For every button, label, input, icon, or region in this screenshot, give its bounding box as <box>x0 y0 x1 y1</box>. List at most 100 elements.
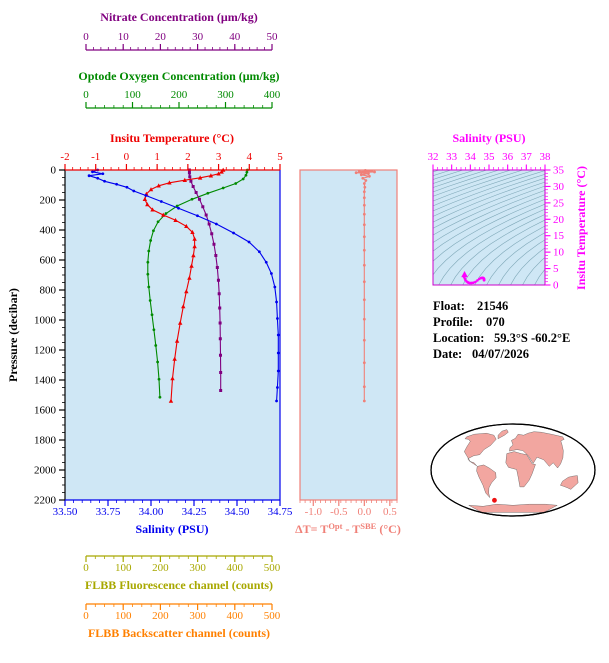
tick-label: 2 <box>185 151 191 163</box>
tick-label: 33.50 <box>53 506 78 518</box>
tick-label: 1200 <box>34 345 57 357</box>
tick-label: 30 <box>192 31 204 43</box>
tick-label: 1400 <box>34 375 57 387</box>
salinity-axis-title: Salinity (PSU) <box>135 522 208 536</box>
backscatter-axis-title: FLBB Backscatter channel (counts) <box>88 626 270 640</box>
tick-label: 400 <box>40 225 57 237</box>
series-temperature <box>142 167 226 403</box>
main-profile-plot: 0 10 20 30 40 500 100 200 300 400-2 -1 0 1 2 3 4 533.50 3… <box>34 31 293 622</box>
tick-label: 500 <box>264 562 281 574</box>
ts-diagram-plot: 32 33 34 35 36 37 38 0 5 10 15 20 25 30 35 <box>428 151 565 292</box>
tick-label: 600 <box>40 255 57 267</box>
delta-t-axis-title: ΔT= TOpt - TSBE (°C) <box>295 521 401 536</box>
temperature-difference-plot: -1.0 -0.5 0.0 0.5 <box>299 169 398 518</box>
tick-label: 500 <box>264 610 281 622</box>
tick-label: 33 <box>446 151 458 163</box>
tick-label: 15 <box>553 230 565 242</box>
tick-label: 400 <box>264 89 281 101</box>
info-profile: Profile: 070 <box>433 315 505 329</box>
tick-label: 10 <box>553 247 565 259</box>
tick-label: -2 <box>60 151 69 163</box>
tick-label: 300 <box>189 610 206 622</box>
nitrate-axis-title: Nitrate Concentration (μm/kg) <box>100 10 257 24</box>
tick-label: 34.00 <box>139 506 164 518</box>
delta-t-label-pre: ΔT= T <box>295 522 328 536</box>
info-float: Float: 21546 <box>433 299 508 313</box>
tick-label: 0 <box>83 31 89 43</box>
info-location-value: 59.3°S -60.2°E <box>494 331 570 345</box>
tick-label: 34.75 <box>268 506 293 518</box>
tick-label: 40 <box>229 31 241 43</box>
float-location-marker <box>492 497 497 503</box>
oxygen-axis-title: Optode Oxygen Concentration (μm/kg) <box>78 69 279 83</box>
tick-label: 1000 <box>34 315 57 327</box>
tick-label: 1800 <box>34 435 57 447</box>
tick-label: 0 <box>124 151 130 163</box>
tick-label: 35 <box>484 151 496 163</box>
tick-label: 100 <box>124 89 141 101</box>
tick-label: 20 <box>553 214 565 226</box>
tick-label: 4 <box>247 151 253 163</box>
tick-label: 100 <box>115 610 132 622</box>
tick-label: 1 <box>154 151 160 163</box>
delta-t-label-mid: - T <box>342 522 360 536</box>
delta-t-label-sup1: Opt <box>328 521 342 531</box>
tick-label: 34.50 <box>225 506 250 518</box>
info-profile-value: 070 <box>486 315 505 329</box>
delta-t-label-post: (°C) <box>376 522 400 536</box>
pressure-axis-title: Pressure (decibar) <box>6 288 20 382</box>
tick-label: 300 <box>189 562 206 574</box>
tick-label: 34 <box>465 151 477 163</box>
tick-label: 37 <box>521 151 533 163</box>
tick-label: 0 <box>553 280 559 292</box>
tick-label: 1600 <box>34 405 57 417</box>
tick-label: 10 <box>118 31 130 43</box>
tick-label: 0.5 <box>383 506 397 518</box>
tick-label: 38 <box>540 151 552 163</box>
info-float-label: Float: <box>433 299 465 313</box>
delta-t-label-sup2: SBE <box>360 521 376 531</box>
tick-label: 100 <box>115 562 132 574</box>
tick-label: 300 <box>217 89 234 101</box>
surface-ts-marker <box>461 271 468 278</box>
density-contours <box>433 170 545 285</box>
info-location: Location: 59.3°S -60.2°E <box>433 331 570 345</box>
fluorescence-axis-title: FLBB Fluorescence channel (counts) <box>85 578 273 592</box>
tick-label: 5 <box>553 263 559 275</box>
ts-salinity-axis-title: Salinity (PSU) <box>452 131 525 145</box>
tick-label: 36 <box>502 151 514 163</box>
ts-temperature-axis-title: Insitu Temperature (°C) <box>574 166 588 290</box>
info-date: Date: 04/07/2026 <box>433 347 529 361</box>
tick-label: 0 <box>83 89 89 101</box>
tick-label: 200 <box>171 89 188 101</box>
tick-label: 0 <box>83 562 89 574</box>
series-delta-t <box>354 169 376 403</box>
tick-label: 32 <box>428 151 439 163</box>
world-map <box>430 423 596 517</box>
tick-label: 200 <box>40 195 57 207</box>
tick-label: -1 <box>91 151 100 163</box>
tick-label: 33.75 <box>96 506 121 518</box>
tick-label: 2200 <box>34 495 57 507</box>
tick-label: 3 <box>216 151 222 163</box>
temperature-axis-title: Insitu Temperature (°C) <box>110 131 234 145</box>
info-float-value: 21546 <box>477 299 508 313</box>
tick-label: 200 <box>152 562 169 574</box>
tick-label: 2000 <box>34 465 57 477</box>
tick-label: 0 <box>51 165 57 177</box>
tick-label: -0.5 <box>330 506 348 518</box>
tick-label: 200 <box>152 610 169 622</box>
continents <box>464 429 579 513</box>
info-location-label: Location: <box>433 331 484 345</box>
info-date-value: 04/07/2026 <box>472 347 529 361</box>
tick-label: 35 <box>553 165 565 177</box>
tick-label: 50 <box>267 31 279 43</box>
tick-label: 0.0 <box>357 506 371 518</box>
tick-label: -1.0 <box>305 506 323 518</box>
tick-label: 30 <box>553 181 565 193</box>
tick-label: 0 <box>83 610 89 622</box>
tick-label: 5 <box>277 151 283 163</box>
tick-label: 400 <box>227 562 244 574</box>
